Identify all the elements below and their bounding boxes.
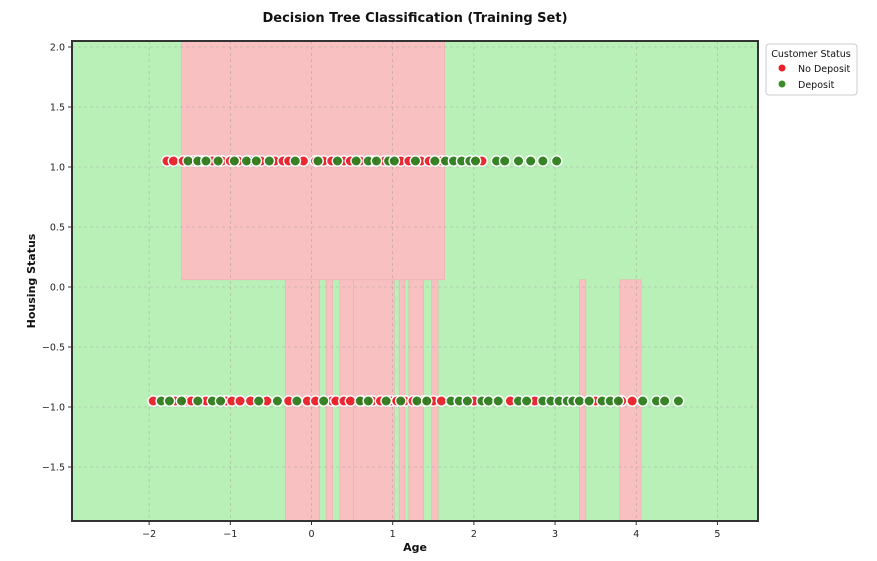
point-deposit	[289, 155, 302, 167]
point-deposit	[394, 395, 407, 407]
x-tick-label: −1	[223, 529, 237, 540]
y-tick-label: 2.0	[50, 43, 65, 54]
point-deposit	[550, 155, 563, 167]
point-deposit	[240, 155, 253, 167]
point-deposit	[271, 395, 284, 407]
point-deposit	[175, 395, 188, 407]
point-no-deposit	[167, 155, 180, 167]
point-deposit	[380, 395, 393, 407]
legend-label-deposit: Deposit	[798, 80, 835, 91]
point-deposit	[492, 395, 505, 407]
x-tick-label: 5	[714, 529, 720, 540]
point-deposit	[461, 395, 474, 407]
legend-label-no-deposit: No Deposit	[798, 64, 851, 75]
x-axis-ticks: −2 −1 0 1 2 3 4 5	[142, 521, 720, 540]
point-no-deposit	[626, 395, 639, 407]
point-deposit	[331, 155, 344, 167]
point-deposit	[163, 395, 176, 407]
point-deposit	[512, 155, 525, 167]
data-points	[147, 155, 685, 407]
point-deposit	[658, 395, 671, 407]
point-deposit	[482, 395, 495, 407]
y-tick-label: 0.5	[50, 223, 65, 234]
point-deposit	[214, 395, 227, 407]
point-deposit	[370, 155, 383, 167]
point-deposit	[420, 395, 433, 407]
chart-title: Decision Tree Classification (Training S…	[262, 11, 567, 26]
x-tick-label: 2	[471, 529, 477, 540]
point-deposit	[411, 395, 423, 407]
point-deposit	[573, 395, 586, 407]
x-tick-label: 1	[390, 529, 396, 540]
point-deposit	[672, 395, 685, 407]
y-axis-label: Housing Status	[25, 233, 38, 328]
y-axis-ticks: −1.5 −1.0 −0.5 0.0 0.5 1.0 1.5 2.0	[42, 43, 72, 474]
point-deposit	[290, 395, 303, 407]
point-deposit	[191, 395, 204, 407]
point-deposit	[409, 155, 422, 167]
point-deposit	[520, 395, 533, 407]
point-deposit	[263, 155, 276, 167]
y-tick-label: 1.0	[50, 163, 65, 174]
point-deposit	[212, 155, 225, 167]
point-deposit	[200, 155, 212, 167]
point-deposit	[636, 395, 649, 407]
point-deposit	[498, 155, 511, 167]
point-deposit	[524, 155, 537, 167]
x-axis-label: Age	[403, 541, 427, 554]
point-deposit	[250, 155, 263, 167]
point-deposit	[317, 395, 330, 407]
point-deposit	[388, 155, 401, 167]
point-deposit	[469, 155, 482, 167]
point-deposit	[350, 155, 363, 167]
legend-marker-deposit	[778, 80, 786, 88]
point-deposit	[536, 155, 549, 167]
point-deposit	[312, 155, 324, 167]
x-tick-label: 0	[308, 529, 314, 540]
plot-frame	[71, 40, 759, 522]
grid-lines	[72, 41, 758, 521]
y-tick-label: −0.5	[42, 343, 65, 354]
legend-title: Customer Status	[771, 49, 850, 60]
x-tick-label: 3	[552, 529, 558, 540]
legend-marker-no-deposit	[778, 64, 786, 72]
y-tick-label: 1.5	[50, 103, 65, 114]
point-deposit	[362, 395, 375, 407]
point-no-deposit	[435, 395, 448, 407]
x-tick-label: 4	[633, 529, 639, 540]
point-deposit	[228, 155, 241, 167]
y-tick-label: 0.0	[50, 283, 65, 294]
point-deposit	[583, 395, 596, 407]
point-deposit	[182, 155, 194, 167]
point-no-deposit	[344, 395, 357, 407]
point-deposit	[612, 395, 625, 407]
legend-box	[765, 43, 858, 96]
point-deposit	[428, 155, 441, 167]
y-tick-label: −1.5	[42, 463, 65, 474]
legend: Customer Status No Deposit Deposit	[765, 43, 858, 96]
y-tick-label: −1.0	[42, 403, 65, 414]
point-deposit	[252, 395, 265, 407]
x-tick-label: −2	[142, 529, 156, 540]
point-no-deposit	[234, 395, 246, 407]
